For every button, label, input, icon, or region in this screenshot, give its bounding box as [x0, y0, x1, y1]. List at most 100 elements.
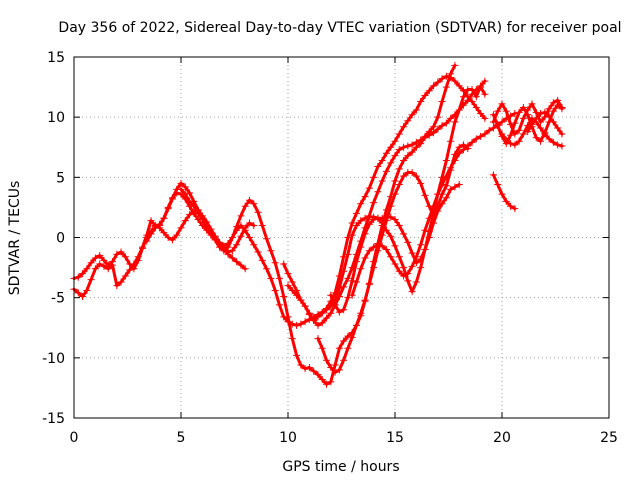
data-point	[365, 184, 373, 192]
series-line	[491, 173, 517, 211]
data-point	[271, 259, 279, 267]
x-axis-ticks: 0 5 10 15 20 25	[70, 57, 618, 446]
data-point	[168, 195, 176, 203]
data-point	[245, 196, 253, 204]
data-point	[87, 259, 95, 267]
data-point	[455, 106, 463, 114]
data-point	[117, 278, 125, 286]
data-point	[442, 172, 450, 180]
data-point	[524, 128, 532, 136]
data-point	[96, 260, 104, 268]
data-point	[348, 291, 356, 299]
data-point	[74, 273, 82, 281]
x-tick-label: 20	[493, 430, 511, 446]
data-point	[126, 266, 134, 274]
data-point	[237, 212, 245, 220]
series-s12	[498, 114, 566, 150]
data-point	[79, 270, 87, 278]
data-point	[284, 270, 292, 278]
data-point	[404, 152, 412, 160]
series-s6	[284, 83, 489, 329]
data-point	[109, 261, 117, 269]
data-point	[100, 262, 108, 270]
data-point	[284, 282, 292, 290]
data-point	[335, 308, 343, 316]
data-point	[323, 356, 331, 364]
data-point	[528, 120, 536, 128]
data-point	[472, 85, 480, 93]
data-point	[425, 87, 433, 95]
data-point	[430, 202, 438, 210]
data-point	[438, 122, 446, 130]
data-point	[352, 221, 360, 229]
data-point	[100, 256, 108, 264]
data-point	[549, 138, 557, 146]
data-point	[528, 100, 536, 108]
grid-lines	[74, 57, 609, 418]
data-point	[541, 108, 549, 116]
data-point	[507, 131, 515, 139]
data-point	[404, 277, 412, 285]
data-point	[378, 231, 386, 239]
data-point	[181, 217, 189, 225]
data-point	[468, 138, 476, 146]
data-point	[558, 104, 566, 112]
data-point	[361, 193, 369, 201]
data-point	[323, 380, 331, 388]
data-point	[545, 135, 553, 143]
data-point	[451, 156, 459, 164]
data-point	[374, 241, 382, 249]
data-point	[147, 230, 155, 238]
data-point	[237, 221, 245, 229]
data-point	[412, 172, 420, 180]
data-point	[310, 317, 318, 325]
data-point	[288, 320, 296, 328]
data-point	[113, 250, 121, 258]
data-point	[267, 247, 275, 255]
data-point	[211, 232, 219, 240]
data-point	[365, 212, 373, 220]
data-point	[288, 278, 296, 286]
data-point	[498, 190, 506, 198]
data-point	[400, 156, 408, 164]
data-point	[233, 241, 241, 249]
data-point	[323, 314, 331, 322]
data-point	[447, 73, 455, 81]
data-point	[331, 301, 339, 309]
data-point	[357, 200, 365, 208]
data-point	[391, 215, 399, 223]
data-point	[442, 194, 450, 202]
data-point	[537, 124, 545, 132]
data-point	[138, 243, 146, 251]
data-point	[190, 202, 198, 210]
data-point	[412, 253, 420, 261]
series-line	[316, 143, 470, 374]
data-point	[297, 320, 305, 328]
data-point	[387, 253, 395, 261]
data-point	[421, 246, 429, 254]
data-point	[391, 242, 399, 250]
data-point	[524, 106, 532, 114]
data-point	[430, 123, 438, 131]
data-point	[477, 132, 485, 140]
x-tick-label: 10	[279, 430, 297, 446]
data-point	[472, 135, 480, 143]
data-point	[194, 207, 202, 215]
series-s5	[280, 72, 489, 325]
data-point	[554, 141, 562, 149]
data-point	[408, 111, 416, 119]
data-point	[408, 141, 416, 149]
data-point	[160, 214, 168, 222]
data-point	[293, 351, 301, 359]
data-point	[301, 302, 309, 310]
data-point	[434, 78, 442, 86]
data-point	[489, 118, 497, 126]
data-point	[395, 267, 403, 275]
data-point	[134, 253, 142, 261]
data-point	[417, 98, 425, 106]
data-point	[400, 264, 408, 272]
data-point	[391, 137, 399, 145]
series-s3	[143, 61, 459, 388]
data-point	[442, 72, 450, 80]
data-point	[181, 190, 189, 198]
